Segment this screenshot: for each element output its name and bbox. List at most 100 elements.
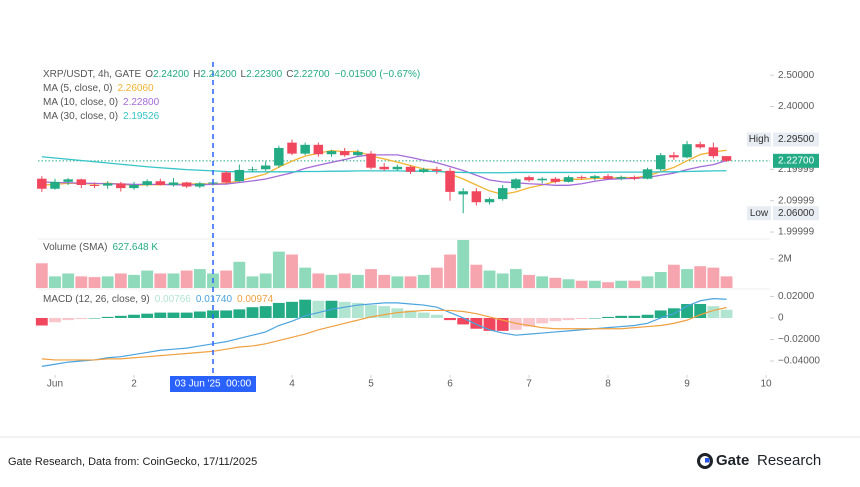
ma-name: MA (10, close, 0) xyxy=(43,97,118,108)
volume-bar xyxy=(720,276,733,288)
volume-bar xyxy=(62,273,75,288)
candle-body xyxy=(576,177,587,179)
candle-body xyxy=(603,176,613,179)
volume-bar xyxy=(667,264,680,288)
ohlc-value: 2.24200 xyxy=(200,69,237,80)
macd-histogram-bar xyxy=(193,311,206,318)
volume-bar xyxy=(378,274,391,288)
candle-body xyxy=(116,183,126,189)
macd-histogram-bar xyxy=(720,309,733,318)
candle-body xyxy=(629,177,640,179)
macd-histogram-bar xyxy=(114,315,127,318)
macd-line xyxy=(41,298,727,367)
volume-bar xyxy=(246,276,259,288)
candle-body xyxy=(682,144,692,158)
macd-name: MACD (12, 26, close, 9) xyxy=(43,294,150,305)
candle-body xyxy=(247,169,258,171)
volume-bar xyxy=(180,270,193,288)
volume-bar xyxy=(694,266,707,288)
candle-body xyxy=(234,169,245,182)
marker-name-box xyxy=(747,206,771,221)
candle-body xyxy=(37,178,47,189)
candle-body xyxy=(563,177,574,182)
candle-body xyxy=(300,144,310,154)
ohlc-key: O xyxy=(145,69,153,80)
candle-body xyxy=(550,178,561,182)
volume-bar xyxy=(707,267,720,288)
ma-value: 2.19526 xyxy=(123,111,160,122)
candle-body xyxy=(418,169,429,172)
volume-bar xyxy=(444,254,456,288)
macd-histogram-bar xyxy=(101,316,114,318)
volume-bar xyxy=(101,276,114,288)
footer-source: Gate Research, Data from: CoinGecko, 17/… xyxy=(8,456,257,468)
candle-body xyxy=(326,151,337,155)
volume-bar xyxy=(35,263,48,288)
volume-bar xyxy=(681,269,693,288)
candle-body xyxy=(221,172,231,183)
volume-bar xyxy=(391,276,404,288)
macd-histogram-bar xyxy=(75,317,88,320)
macd-histogram-bar xyxy=(588,317,601,319)
y-tick-label: −0.02000 xyxy=(778,334,820,345)
signal-line xyxy=(41,306,727,361)
volume-bar xyxy=(365,269,377,288)
macd-histogram-bar xyxy=(167,312,180,318)
macd-histogram-bar xyxy=(35,317,48,326)
ma-value: 2.22800 xyxy=(123,97,160,108)
macd-histogram-bar xyxy=(417,312,430,318)
candle-body xyxy=(590,176,600,179)
candle-body xyxy=(168,182,179,185)
macd-histogram-bar xyxy=(496,317,509,331)
macd-histogram-bar xyxy=(615,315,628,318)
ma-name: MA (30, close, 0) xyxy=(43,111,118,122)
volume-bar xyxy=(272,251,285,288)
macd-histogram-bar xyxy=(286,301,298,318)
macd-histogram-bar xyxy=(641,314,654,318)
macd-histogram-bar xyxy=(470,317,483,329)
volume-bar xyxy=(114,273,127,288)
ohlc-key: C xyxy=(286,69,293,80)
candle-body xyxy=(537,178,547,181)
volume-bar xyxy=(141,270,154,288)
y-tick-label: 0.02000 xyxy=(778,291,815,302)
macd-histogram-bar xyxy=(707,306,720,318)
volume-bar xyxy=(128,274,140,288)
volume-bar xyxy=(233,261,246,288)
candle-body xyxy=(708,147,719,157)
x-tick-label: 6 xyxy=(447,379,453,390)
volume-value: 627.648 K xyxy=(112,242,158,253)
macd-histogram-bar xyxy=(49,317,61,323)
macd-histogram-bar xyxy=(62,317,75,321)
brand-logo xyxy=(697,453,713,469)
volume-bar xyxy=(523,274,535,288)
volume-bar xyxy=(470,264,483,288)
volume-bar xyxy=(615,280,628,288)
candle-body xyxy=(497,188,508,200)
volume-bar xyxy=(49,276,61,288)
volume-bar xyxy=(496,273,509,288)
volume-bar xyxy=(457,240,470,288)
volume-bar xyxy=(575,280,588,288)
volume-bar xyxy=(325,274,338,288)
macd-histogram-bar xyxy=(351,302,364,318)
candle-body xyxy=(366,153,376,168)
candle-body xyxy=(353,152,363,156)
y-tick-label: 1.99999 xyxy=(778,227,815,238)
crosshair-label-box xyxy=(170,376,257,392)
marker-value-box xyxy=(773,132,819,147)
change: −0.01500 (−0.67%) xyxy=(335,69,421,80)
y-tick-label: 2.19999 xyxy=(778,164,815,175)
macd-histogram-bar xyxy=(141,313,154,318)
macd-histogram-bar xyxy=(457,317,470,325)
ma-legend: MA (5, close, 0) 2.26060 xyxy=(43,83,154,94)
symbol: XRP/USDT, 4h, GATE xyxy=(43,69,142,80)
candle-body xyxy=(287,142,297,154)
marker-name: Low xyxy=(750,208,769,219)
macd-histogram-bar xyxy=(246,307,259,318)
volume-bar xyxy=(628,280,641,288)
volume-bar xyxy=(220,270,233,288)
macd-histogram-bar xyxy=(444,317,456,321)
candle-body xyxy=(274,147,284,166)
